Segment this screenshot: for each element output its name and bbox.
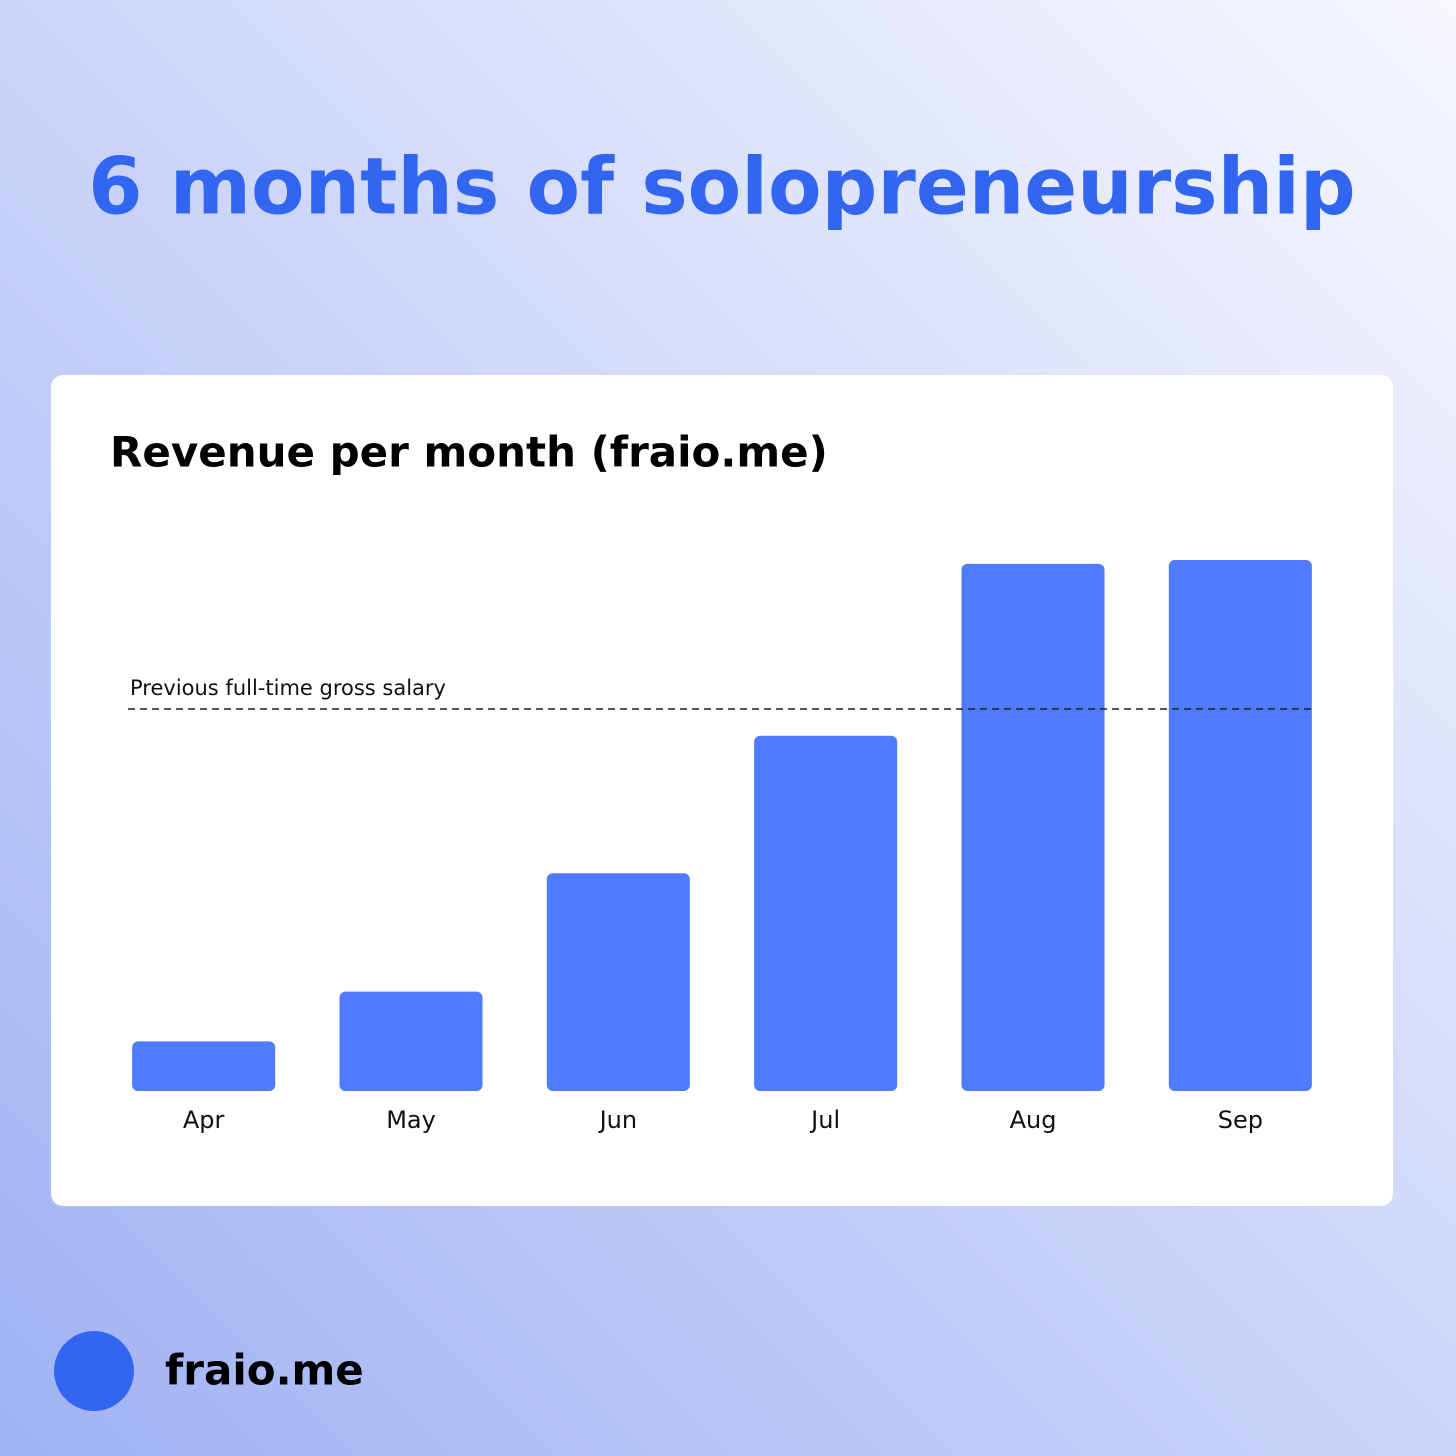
x-tick-label: Apr	[183, 1106, 225, 1134]
brand-name: fraio.me	[165, 1346, 364, 1395]
brand-logo	[54, 1331, 134, 1411]
chart-title: Revenue per month (fraio.me)	[110, 428, 828, 477]
bar	[546, 873, 690, 1091]
x-tick-label: Aug	[1010, 1106, 1057, 1134]
bar	[1168, 560, 1312, 1091]
bar	[132, 1041, 276, 1091]
bar	[339, 991, 483, 1091]
bar	[961, 563, 1105, 1091]
plot-area: Apr May Jun Jul Aug Sep Previous full-time gro…	[128, 560, 1312, 1134]
bar	[754, 735, 898, 1091]
x-tick-label: Jun	[598, 1106, 638, 1134]
page-title: 6 months of solopreneurship	[88, 142, 1355, 232]
x-tick-label: May	[386, 1106, 436, 1134]
x-tick-label: Jul	[809, 1106, 840, 1134]
x-tick-label: Sep	[1218, 1106, 1263, 1134]
reference-label: Previous full-time gross salary	[130, 676, 446, 700]
